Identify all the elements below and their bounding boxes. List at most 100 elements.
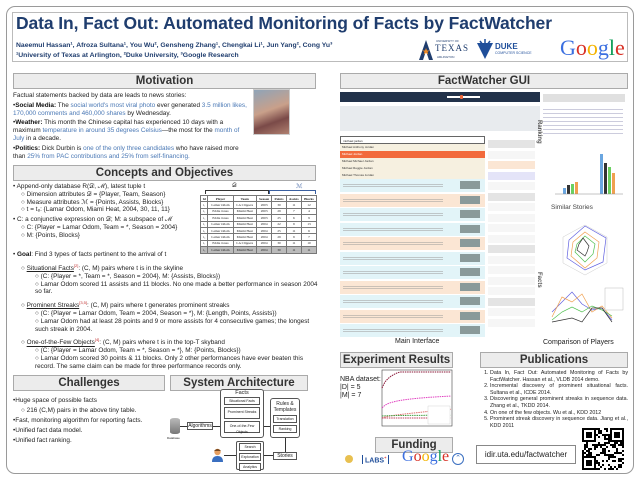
fact-type-box: One-of-the-Few Objects [224, 421, 260, 434]
sidebar-filter-item[interactable] [488, 318, 535, 327]
sidebar-filter-item[interactable] [488, 245, 535, 253]
project-url-link[interactable]: idir.uta.edu/factwatcher [476, 445, 576, 464]
sidebar-filter-item[interactable] [488, 308, 535, 316]
qr-code-image [582, 428, 624, 470]
uta-logo-text: TEXAS [435, 43, 469, 53]
funding-seal-icon: ⌃ [452, 453, 464, 465]
motivation-item: •Politics: Dick Durbin is one of the onl… [13, 144, 239, 160]
facts-label: Facts [235, 390, 249, 396]
fact-action-button[interactable] [460, 181, 480, 189]
sidebar-filter-item[interactable] [488, 297, 535, 306]
sidebar-filter-item[interactable] [488, 255, 535, 264]
fact-story-row [340, 222, 485, 236]
item-highlight: month of July [13, 127, 240, 142]
duke-logo-text: COMPUTER SCIENCE [495, 51, 532, 55]
publications-heading: Publications [480, 352, 628, 368]
arrow [264, 426, 270, 427]
sidebar-filter-item[interactable] [488, 287, 535, 295]
uta-logo-text: UNIVERSITY OF [436, 39, 459, 43]
user-icon [212, 448, 223, 462]
sidebar-filter-item[interactable] [488, 171, 535, 180]
fact-story-row [340, 266, 485, 279]
fact-name: Situational Facts [26, 264, 74, 272]
poster-header [12, 12, 628, 62]
item-text: in a decade. [24, 134, 61, 142]
sidebar-filter-item[interactable] [488, 224, 535, 232]
gui-search-input[interactable]: michael jordan [340, 136, 485, 144]
gui-suggestions: Michael Anthony Jordan Michael Jordan Mich… [340, 144, 485, 179]
database-icon [170, 418, 180, 434]
arrow [180, 426, 187, 427]
challenge-item: 216 (C,M) pairs in the above tiny table. [26, 407, 137, 414]
fact-action-button[interactable] [460, 282, 480, 291]
publication-item: Discovering general prominent streaks in… [490, 396, 628, 409]
fact-ref: [3,5] [79, 300, 88, 306]
fact-story-row [340, 237, 485, 250]
fact-story-row [340, 251, 485, 265]
database-label: Database [167, 436, 180, 440]
similar-stories-bar-chart [555, 154, 623, 195]
sidebar-filter-item[interactable] [488, 182, 535, 190]
suggestion-item[interactable]: Michael Reggie Jordan [340, 165, 485, 172]
fact-story-row [340, 208, 485, 221]
sidebar-filter-item[interactable] [488, 150, 535, 159]
bar [571, 184, 574, 194]
sidebar-filter-item[interactable] [488, 203, 535, 211]
story-text [543, 106, 623, 134]
fact-type: ○ Situational Facts[2]: (C, M) pairs whe… [21, 262, 318, 296]
main-interface-screenshot: michael jordan Michael Anthony Jordan Mic… [340, 92, 540, 337]
concepts-definitions: • Append-only database R(𝒟, ℳ), latest t… [13, 183, 178, 239]
table-cell: t₈ [199, 246, 209, 254]
item-text: The [56, 101, 71, 109]
item-highlight: one of the only three candidates [83, 144, 175, 152]
arrow [213, 426, 220, 427]
challenge-item: Unified fact ranking. [15, 437, 72, 444]
fact-story-row [340, 280, 485, 294]
story-header [543, 94, 625, 102]
example-table: Id Player Team Season Points Assists Blocks t₁ L… [199, 194, 318, 254]
motivation-body: Factual statements backed by data are le… [13, 92, 250, 162]
sidebar-filter-item[interactable] [488, 276, 535, 285]
fact-action-button[interactable] [460, 239, 480, 247]
fact-example: (C: {Player = *, Team = *, Season = 2004… [40, 272, 221, 280]
fact-type: ○ Prominent Streaks[3,5]: (C, M) pairs w… [21, 300, 310, 333]
gui-nav-bar [340, 92, 540, 102]
use-exploration: Exploration [239, 453, 261, 461]
sidebar-filter-item[interactable] [488, 266, 535, 274]
item-text: Dick Durbin is [40, 144, 84, 152]
suggestion-item[interactable]: Michael Thomas Jordan [340, 172, 485, 179]
viral-photo-image [253, 89, 290, 135]
rule-item-box: Ranking [273, 425, 297, 433]
sidebar-filter-item[interactable] [488, 161, 535, 169]
affiliations: ¹University of Texas at Arlington, ²Duke… [16, 52, 239, 59]
fact-example: Lamar Odom scored 30 points & 11 blocks.… [35, 355, 304, 370]
fact-action-button[interactable] [460, 210, 480, 218]
fact-action-button[interactable] [460, 253, 480, 262]
concept-bullet: Append-only database R(𝒟, ℳ), latest tup… [16, 183, 146, 190]
suggestion-item[interactable]: Michael Jordan [340, 151, 485, 158]
date-slider-handle[interactable] [460, 95, 463, 99]
dimension-bracket [205, 190, 269, 194]
suggestion-item[interactable]: Michael Michael Jordan [340, 158, 485, 165]
bar [563, 188, 566, 194]
publication-item: Incremental discovery of prominent situa… [490, 383, 628, 396]
similar-stories-label: Similar Stories [551, 204, 593, 211]
suggestion-item[interactable]: Michael Anthony Jordan [340, 144, 485, 151]
experiment-chart [381, 369, 453, 427]
fact-action-button[interactable] [460, 326, 480, 334]
sidebar-filter-item[interactable] [488, 140, 535, 148]
item-text: who have raised more than [13, 144, 239, 160]
arrow [224, 455, 236, 456]
fact-action-button[interactable] [460, 268, 480, 276]
line-chart [551, 287, 624, 323]
fact-action-button[interactable] [460, 224, 480, 233]
sidebar-filter-item[interactable] [488, 192, 535, 201]
sidebar-filter-item[interactable] [488, 213, 535, 222]
fact-action-button[interactable] [460, 311, 480, 320]
concept-sub: Dimension attributes 𝒟 = {Player, Team, … [26, 190, 166, 198]
facts-box: Facts Situational Facts Prominent Streak… [220, 389, 264, 438]
fact-action-button[interactable] [460, 297, 480, 305]
fact-action-button[interactable] [460, 195, 480, 204]
sidebar-filter-item[interactable] [488, 234, 535, 243]
google-funding-logo: Google [402, 448, 450, 465]
